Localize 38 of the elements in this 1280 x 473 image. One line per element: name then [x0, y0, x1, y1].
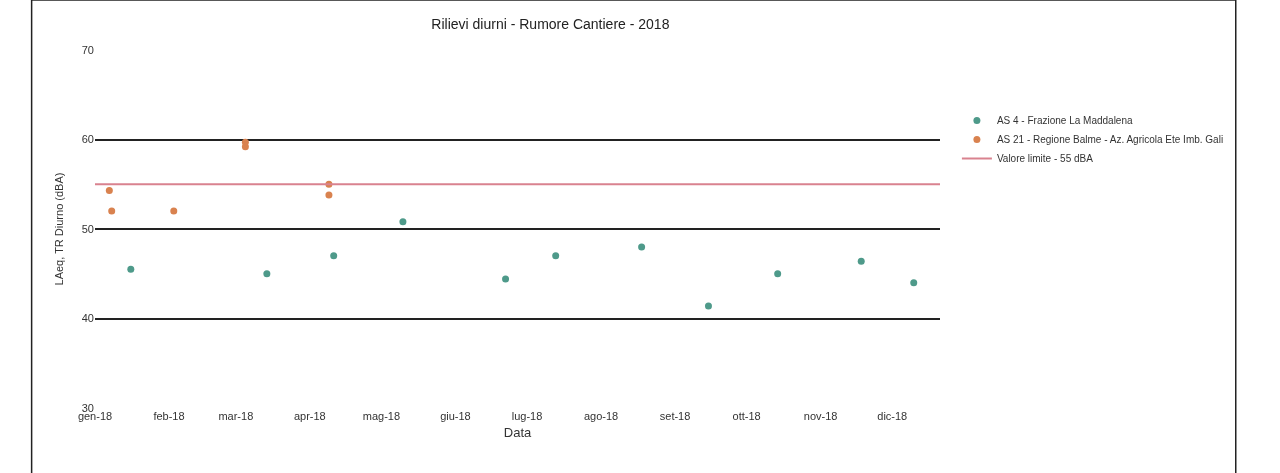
point — [105, 187, 113, 195]
point — [704, 302, 712, 310]
point — [638, 243, 646, 251]
point — [263, 270, 271, 278]
y-tick-label: 70 — [81, 43, 94, 56]
y-axis-title: LAeq, TR Diurno (dBA) — [53, 172, 65, 286]
legend-label: AS 4 - Frazione La Maddalena — [996, 115, 1133, 127]
legend-label: AS 21 - Regione Balme - Az. Agricola Ete Imb. Gali — [996, 134, 1224, 146]
point — [241, 138, 249, 146]
x-tick-label: dic-18 — [877, 410, 908, 422]
x-tick-label: nov-18 — [803, 410, 838, 422]
point — [774, 270, 782, 278]
x-tick-label: ott-18 — [732, 410, 761, 422]
point — [552, 252, 560, 260]
point — [330, 252, 338, 260]
x-tick-label: ago-18 — [583, 410, 619, 422]
x-tick-label: set-18 — [659, 410, 691, 422]
point — [170, 207, 178, 215]
x-tick-label: mag-18 — [362, 410, 401, 422]
x-axis-title: Data — [503, 424, 532, 440]
y-tick-label: 60 — [81, 133, 94, 146]
x-tick-label: lug-18 — [511, 410, 543, 422]
point — [910, 279, 918, 287]
point — [127, 265, 135, 273]
y-tick-label: 40 — [81, 312, 94, 325]
point — [399, 218, 407, 226]
point — [502, 275, 510, 283]
y-tick-label: 30 — [81, 401, 94, 414]
point — [108, 207, 116, 215]
x-tick-label: giu-18 — [440, 410, 471, 422]
x-tick-label: mar-18 — [218, 410, 254, 422]
x-tick-label: feb-18 — [153, 410, 185, 422]
point — [325, 191, 333, 199]
y-tick-label: 50 — [81, 222, 94, 235]
legend-label: Valore limite - 55 dBA — [996, 153, 1094, 165]
chart-title: Rilievi diurni - Rumore Cantiere - 2018 — [431, 15, 670, 32]
x-tick-label: apr-18 — [293, 410, 326, 422]
point — [857, 257, 865, 265]
